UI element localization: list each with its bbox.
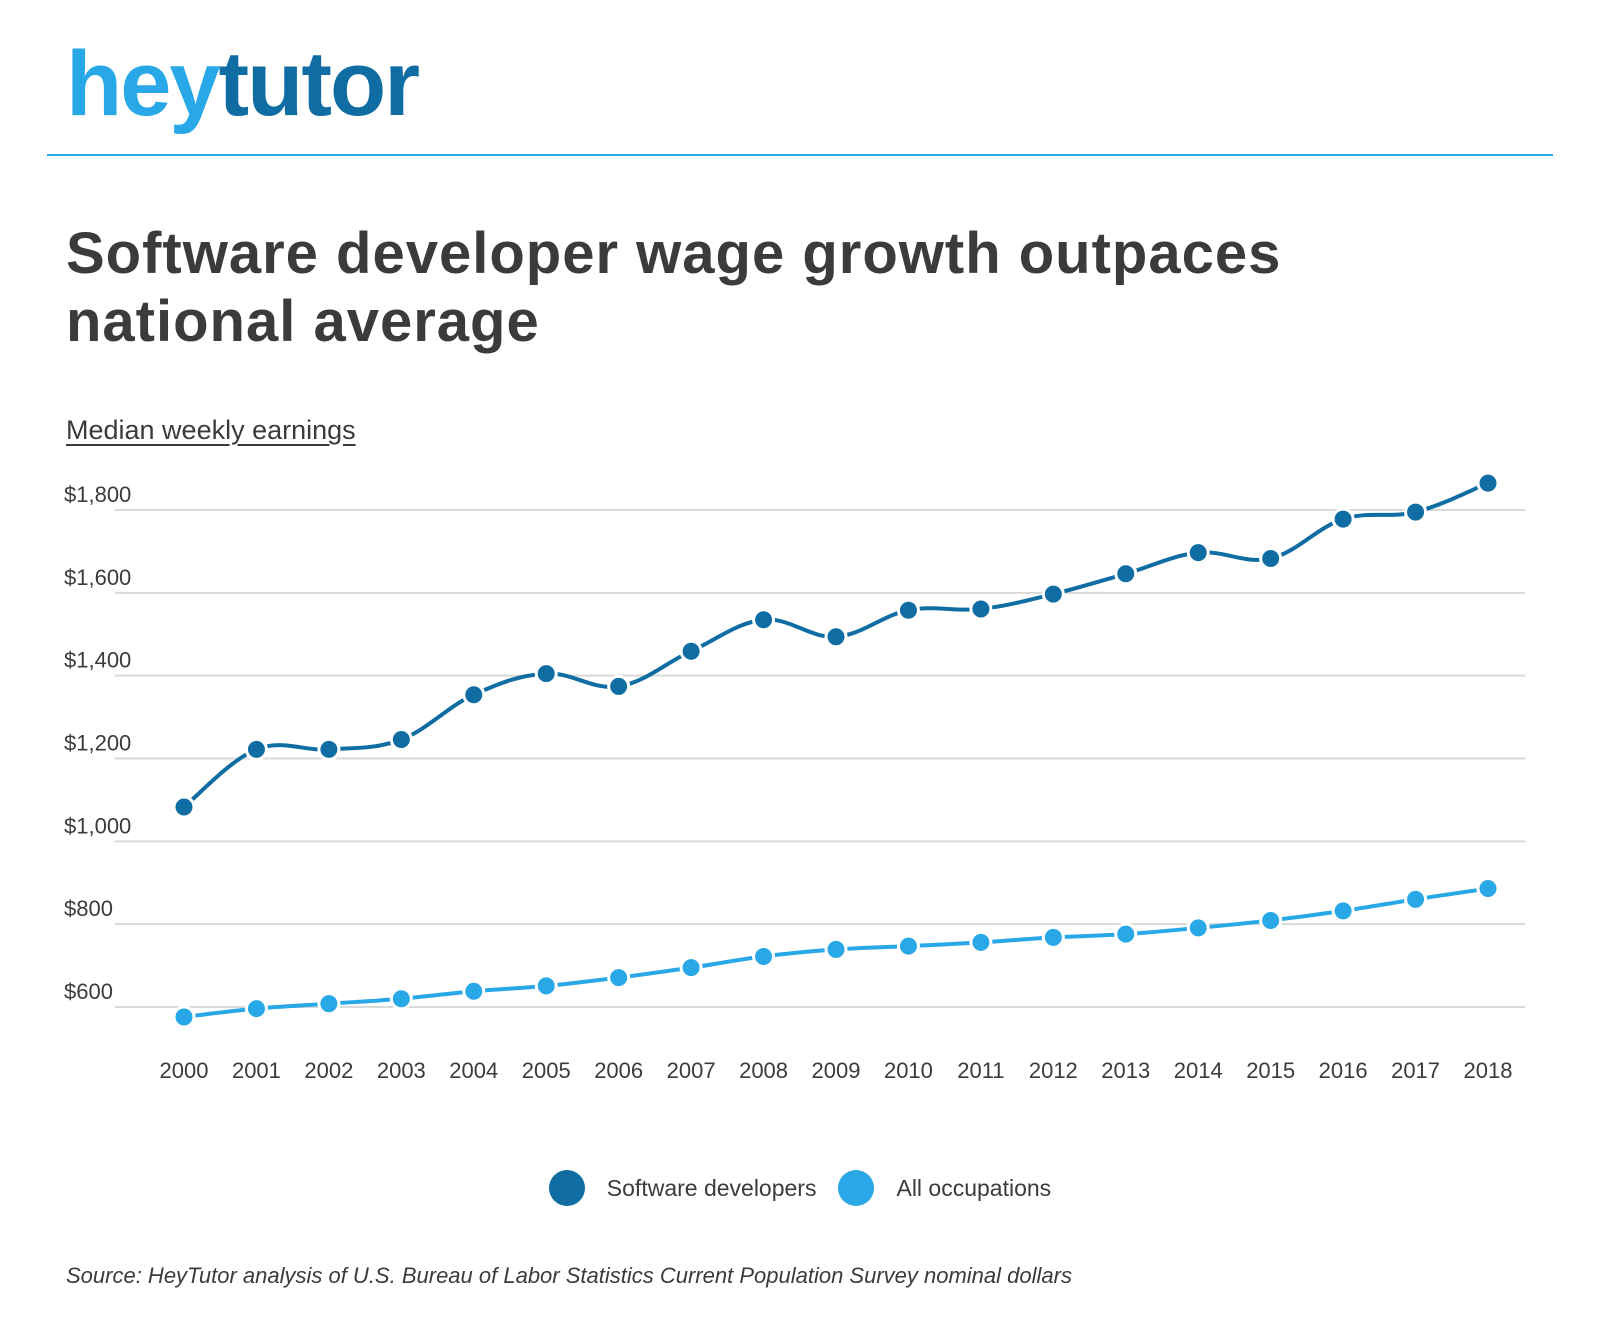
chart-legend: Software developers All occupations [0, 1170, 1600, 1206]
logo-tutor: tutor [218, 33, 420, 135]
header-divider [47, 154, 1553, 156]
x-tick-label: 2016 [1319, 1058, 1368, 1083]
source-note: Source: HeyTutor analysis of U.S. Bureau… [66, 1263, 1072, 1288]
x-tick-label: 2018 [1464, 1058, 1513, 1083]
logo-hey: hey [66, 33, 221, 135]
y-tick-label: $1,000 [64, 813, 131, 838]
x-tick-label: 2003 [377, 1058, 426, 1083]
legend-label: All occupations [896, 1174, 1052, 1201]
data-point-all-occupations [1186, 916, 1210, 940]
data-point-all-occupations [1331, 899, 1355, 923]
data-point-software-developers [172, 795, 196, 819]
x-tick-label: 2010 [884, 1058, 933, 1083]
legend-item-all-occupations: All occupations [838, 1170, 1051, 1206]
x-tick-label: 2007 [667, 1058, 716, 1083]
y-tick-label: $1,600 [64, 565, 131, 590]
y-tick-label: $1,400 [64, 648, 131, 673]
data-point-software-developers [1114, 562, 1138, 586]
x-tick-label: 2004 [449, 1058, 498, 1083]
data-point-all-occupations [896, 934, 920, 958]
y-tick-label: $1,200 [64, 731, 131, 756]
data-point-all-occupations [679, 956, 703, 980]
x-tick-label: 2005 [522, 1058, 571, 1083]
data-point-all-occupations [969, 930, 993, 954]
y-tick-label: $1,800 [64, 482, 131, 507]
x-tick-label: 2006 [594, 1058, 643, 1083]
series-points [172, 471, 1500, 1029]
data-point-all-occupations [317, 992, 341, 1016]
chart-title: Software developer wage growth outpaces … [66, 221, 1282, 354]
x-tick-label: 2000 [160, 1058, 209, 1083]
data-point-software-developers [244, 737, 268, 761]
x-tick-label: 2001 [232, 1058, 281, 1083]
data-point-software-developers [679, 639, 703, 663]
line-chart: $600 $800 $1,000 $1,200 $1,400 $1,600 $1,800 2… [64, 471, 1525, 1083]
x-axis-labels: 2000 2001 2002 2003 2004 2005 2006 2007 2008 2009… [160, 1058, 1513, 1083]
data-point-all-occupations [172, 1005, 196, 1029]
data-point-all-occupations [244, 997, 268, 1021]
data-point-software-developers [1041, 582, 1065, 606]
series-lines [182, 481, 1489, 1019]
y-tick-label: $600 [64, 979, 113, 1004]
legend-marker-icon [838, 1170, 875, 1206]
gridlines [115, 509, 1525, 1008]
data-point-software-developers [607, 674, 631, 698]
data-point-software-developers [969, 597, 993, 621]
heytutor-logo: heytutor [66, 38, 420, 130]
x-tick-label: 2015 [1246, 1058, 1295, 1083]
data-point-software-developers [317, 737, 341, 761]
data-point-all-occupations [1114, 922, 1138, 946]
data-point-software-developers [462, 683, 486, 707]
data-point-software-developers [1331, 507, 1355, 531]
data-point-software-developers [752, 608, 776, 632]
x-tick-label: 2011 [957, 1058, 1004, 1083]
x-tick-label: 2008 [739, 1058, 788, 1083]
x-tick-label: 2013 [1101, 1058, 1150, 1083]
x-tick-label: 2012 [1029, 1058, 1078, 1083]
x-tick-label: 2017 [1391, 1058, 1440, 1083]
data-point-all-occupations [1259, 908, 1283, 932]
data-point-all-occupations [462, 979, 486, 1003]
data-point-all-occupations [1476, 877, 1500, 901]
data-point-all-occupations [389, 987, 413, 1011]
data-point-software-developers [1259, 546, 1283, 570]
x-tick-label: 2009 [812, 1058, 861, 1083]
y-axis-labels: $600 $800 $1,000 $1,200 $1,400 $1,600 $1,800 [64, 482, 131, 1004]
legend-label: Software developers [606, 1174, 817, 1201]
y-tick-label: $800 [64, 896, 113, 921]
x-tick-label: 2002 [304, 1058, 353, 1083]
data-point-software-developers [389, 727, 413, 751]
x-tick-label: 2014 [1174, 1058, 1223, 1083]
data-point-all-occupations [824, 937, 848, 961]
chart-subtitle: Median weekly earnings [66, 415, 356, 445]
legend-marker-icon [548, 1170, 585, 1206]
data-point-all-occupations [752, 944, 776, 968]
data-point-all-occupations [534, 974, 558, 998]
data-point-software-developers [824, 625, 848, 649]
legend-item-software-developers: Software developers [548, 1170, 817, 1206]
data-point-software-developers [1476, 471, 1500, 495]
data-point-software-developers [534, 662, 558, 686]
data-point-software-developers [1404, 500, 1428, 524]
data-point-all-occupations [1404, 887, 1428, 911]
data-point-software-developers [1186, 541, 1210, 565]
data-point-all-occupations [607, 966, 631, 990]
data-point-all-occupations [1041, 925, 1065, 949]
data-point-software-developers [896, 598, 920, 622]
